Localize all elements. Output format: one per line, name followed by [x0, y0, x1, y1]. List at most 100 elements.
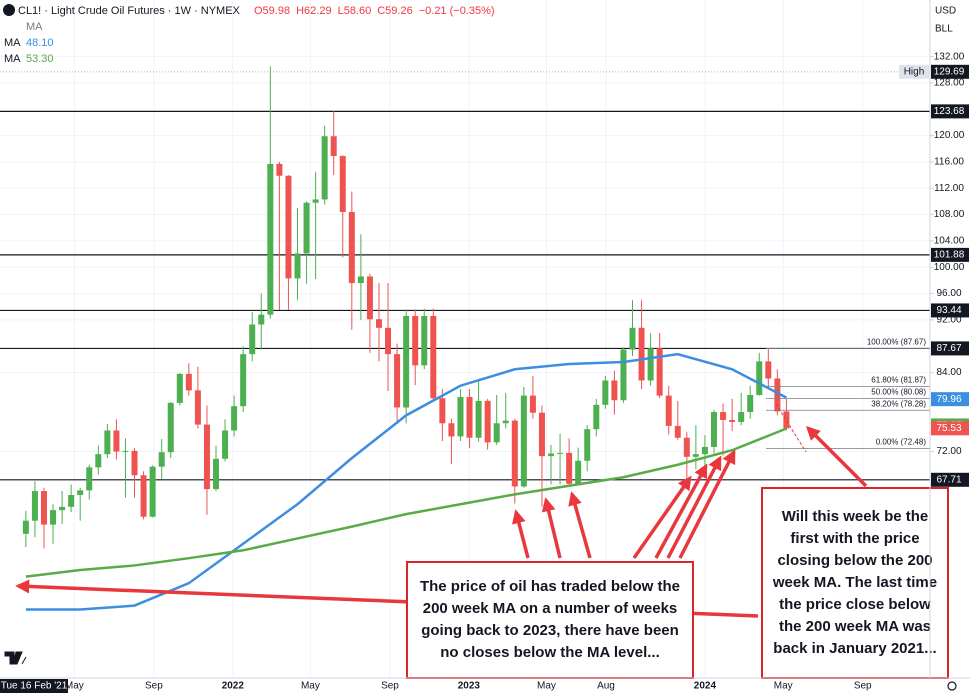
hidden-indicator: MA: [26, 21, 43, 33]
candle-body: [710, 412, 717, 447]
currency: USD: [935, 6, 956, 17]
candle-body: [566, 452, 573, 484]
y-tick-label: 72.00: [936, 446, 961, 457]
candle-body: [575, 460, 582, 484]
price-label-box: [931, 247, 969, 262]
ohlc-value: L58.60: [338, 5, 372, 17]
x-tick-label: 2024: [694, 681, 717, 692]
candle-body: [538, 412, 545, 457]
arrow: [632, 475, 692, 560]
candle-body: [385, 327, 392, 355]
price-label-box: [931, 104, 969, 119]
candle-body: [683, 437, 690, 457]
legend-name: MA: [4, 53, 21, 65]
price-label-box: [931, 392, 969, 407]
price-label: 87.67: [936, 343, 961, 354]
candle-body: [783, 411, 790, 429]
high-tag: [899, 64, 930, 79]
candle-body: [131, 450, 138, 476]
price-label: 123.68: [934, 106, 965, 117]
candle-body: [439, 398, 446, 424]
candle-body: [747, 394, 754, 413]
ohlc-value: O59.98: [254, 5, 290, 17]
settings-icon[interactable]: [947, 681, 957, 691]
candle-body: [294, 253, 301, 279]
candle-body: [720, 412, 727, 420]
candle-body: [765, 361, 772, 379]
legend-name: MA: [4, 37, 21, 49]
ohlc: O59.98 H62.29 L58.60 C59.26 −0.21 (−0.35%) MA…: [4, 5, 495, 65]
x-tick-label: Sep: [854, 681, 872, 692]
candle-body: [203, 424, 210, 490]
price-label: 67.71: [936, 474, 961, 485]
arrow: [678, 449, 736, 559]
price-label-box: [931, 341, 969, 356]
price-label-box: [931, 421, 969, 436]
candle-body: [729, 419, 736, 422]
candle-body: [68, 495, 75, 507]
candles: [22, 66, 790, 549]
x-tick-label: May: [537, 681, 556, 692]
price-label-box: [931, 303, 969, 318]
candle-body: [584, 429, 591, 461]
fib-label: 50.00% (80.08): [871, 387, 926, 396]
candle-body: [457, 396, 464, 437]
fib-label: 0.00% (72.48): [876, 438, 927, 447]
candle-body: [258, 314, 265, 325]
candle-body: [276, 163, 283, 176]
candle-body: [484, 400, 491, 443]
annotation-text: the 200 week MA was: [779, 618, 931, 635]
candle-body: [412, 315, 419, 366]
candle-body: [475, 400, 482, 438]
annotation-text: going back to 2023, there have been: [421, 622, 679, 639]
candle-body: [31, 491, 38, 521]
candle-body: [40, 491, 47, 525]
annotation-text: back in January 2021...: [773, 640, 936, 657]
candle-body: [629, 327, 636, 350]
price-label: 75.53: [936, 423, 961, 434]
annotation-text: no closes below the MA level...: [440, 644, 660, 661]
fib-label: 100.00% (87.67): [867, 338, 926, 347]
moving-averages: [25, 352, 788, 611]
candle-body: [774, 378, 781, 412]
candle-body: [222, 430, 229, 459]
candle-body: [493, 423, 500, 443]
candle-body: [611, 380, 618, 401]
candle-body: [638, 327, 645, 381]
candle-body: [158, 452, 165, 467]
arrow: [541, 497, 562, 559]
ohlc-value: H62.29: [296, 5, 331, 17]
annotation-text: the price close below: [779, 596, 931, 613]
candle-body: [77, 490, 84, 496]
ma-line: [25, 352, 788, 611]
ohlc-value: −0.21 (−0.35%): [419, 5, 495, 17]
candle-body: [466, 396, 473, 438]
y-tick-label: 84.00: [936, 367, 961, 378]
price-label: 129.69: [934, 66, 965, 77]
candle-body: [59, 506, 66, 511]
candle-body: [267, 163, 274, 315]
annotations: The price of oil has traded below the 200…: [406, 487, 949, 679]
logo: [4, 651, 27, 665]
price-label: 101.88: [934, 250, 965, 261]
annotation-text: first with the price: [790, 530, 919, 547]
candle-body: [86, 467, 93, 491]
y-tick-label: 108.00: [934, 209, 965, 220]
candle-body: [656, 348, 663, 396]
candle-body: [185, 373, 192, 391]
y-tick-label: 128.00: [934, 78, 965, 89]
fib-levels: 100.00% (87.67) 61.80% (81.87) 50.00% (80.…: [766, 338, 930, 449]
fib-label: 38.20% (78.28): [871, 399, 926, 408]
candle-body: [357, 276, 364, 284]
candle-body: [348, 211, 355, 284]
candle-body: [756, 361, 763, 395]
candle-body: [701, 446, 708, 455]
candle-body: [366, 276, 373, 320]
price-label: 79.96: [936, 394, 961, 405]
candle-body: [50, 510, 57, 525]
price-label-box: [931, 472, 969, 487]
x-tick-label: May: [301, 681, 320, 692]
candle-body: [321, 136, 328, 200]
arrow: [666, 455, 722, 559]
